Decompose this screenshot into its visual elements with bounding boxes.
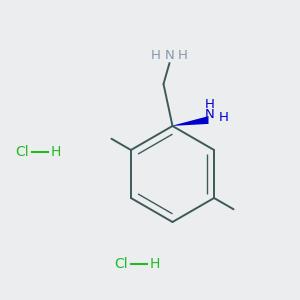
Text: H: H	[150, 257, 160, 271]
Polygon shape	[171, 116, 208, 126]
Text: Cl: Cl	[15, 145, 28, 158]
Text: N: N	[205, 108, 215, 121]
Text: H: H	[151, 49, 161, 62]
Text: Cl: Cl	[114, 257, 128, 271]
Text: H: H	[51, 145, 62, 158]
Text: H: H	[178, 49, 188, 62]
Text: H: H	[219, 111, 229, 124]
Text: N: N	[165, 49, 174, 62]
Text: H: H	[205, 98, 215, 112]
